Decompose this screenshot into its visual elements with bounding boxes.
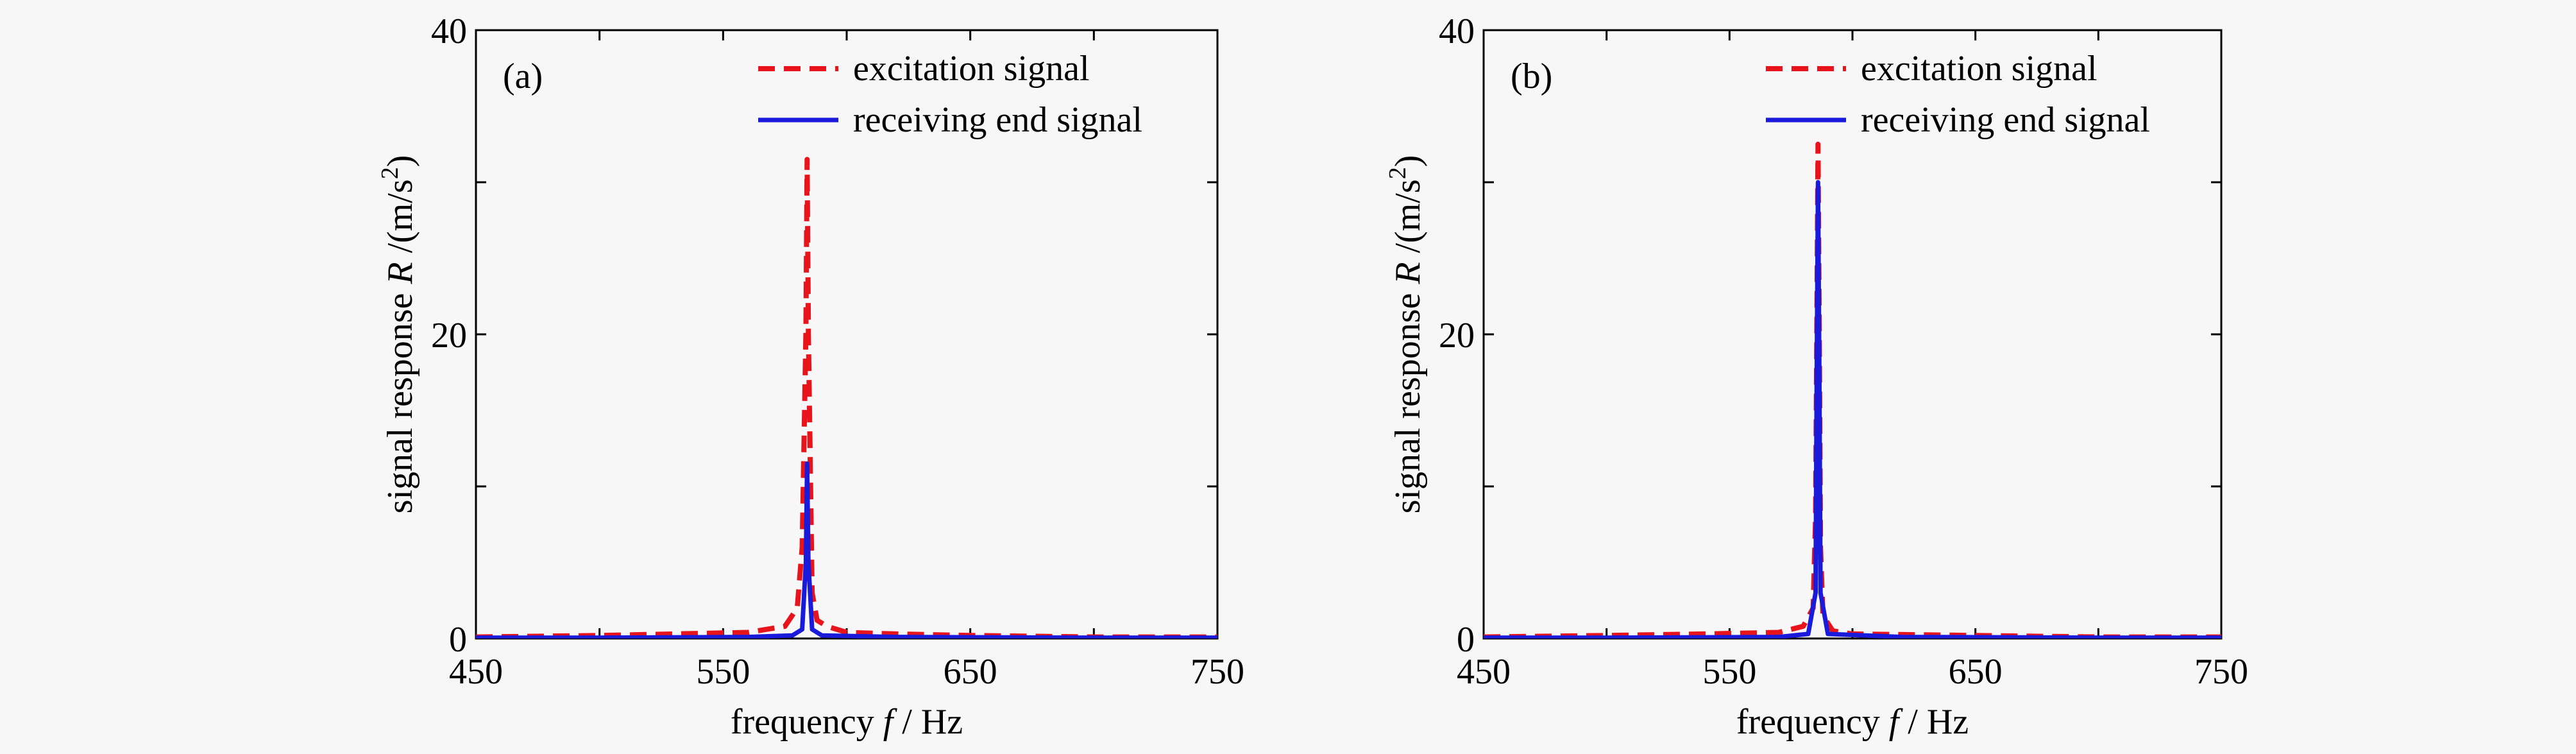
y-axis-label-unit: /(m/s <box>1388 179 1428 262</box>
x-tick-label: 450 <box>449 652 503 692</box>
chart-panel-b: 450 550 650 750 0 20 40 frequency f / Hz signal … <box>1384 12 2248 742</box>
y-tick-label: 0 <box>1457 620 1475 660</box>
y-axis-label-close: ) <box>1388 155 1428 167</box>
x-tick-label: 750 <box>1191 652 1244 692</box>
x-tick-label: 550 <box>696 652 750 692</box>
y-tick-label: 0 <box>449 620 467 660</box>
x-tick-label: 650 <box>944 652 997 692</box>
plot-frame-b <box>1482 29 2223 640</box>
panel-label-b: (b) <box>1511 56 1552 96</box>
y-axis-label-exponent: 2 <box>1384 167 1411 179</box>
x-tick-label: 450 <box>1457 652 1511 692</box>
y-axis-label-variable: R <box>380 262 420 284</box>
y-axis-label-text: signal response <box>380 284 420 514</box>
x-tick-label: 550 <box>1702 652 1756 692</box>
legend-label-excitation-signal: excitation signal <box>853 49 1090 89</box>
y-tick-label: 40 <box>431 12 467 51</box>
x-tick-label: 650 <box>1949 652 2003 692</box>
excitation-signal-line-b <box>1484 141 2221 638</box>
y-axis-label-exponent: 2 <box>377 167 403 179</box>
x-axis-label-text: frequency <box>1736 702 1889 742</box>
y-axis-label: signal response R /(m/s2) <box>1384 155 1428 514</box>
x-axis-label-unit: / Hz <box>1899 702 1969 742</box>
receiving-end-signal-line-b <box>1484 180 2221 638</box>
legend-label-excitation-signal: excitation signal <box>1861 49 2097 89</box>
x-tick-label: 750 <box>2194 652 2248 692</box>
legend-label-receiving-end-signal: receiving end signal <box>853 100 1142 140</box>
plot-frame-a <box>475 29 1219 640</box>
y-tick-label: 20 <box>1439 316 1475 356</box>
receiving-end-signal-line-a <box>476 461 1217 638</box>
y-axis-label-close: ) <box>380 155 420 167</box>
y-axis-label-text: signal response <box>1388 284 1428 514</box>
y-axis-label-variable: R <box>1388 262 1428 284</box>
y-tick-label: 40 <box>1439 12 1475 51</box>
y-axis-label: signal response R /(m/s2) <box>377 155 420 514</box>
x-axis-label-unit: / Hz <box>893 702 963 742</box>
y-axis-label-unit: /(m/s <box>380 179 420 262</box>
x-axis-label-text: frequency <box>731 702 883 742</box>
x-axis-label: frequency f / Hz <box>731 702 963 742</box>
legend-label-receiving-end-signal: receiving end signal <box>1861 100 2150 140</box>
chart-panel-a: 450 550 650 750 0 20 40 frequency f / Hz signal … <box>377 12 1244 742</box>
x-axis-label: frequency f / Hz <box>1736 702 1969 742</box>
y-tick-label: 20 <box>431 316 467 356</box>
panel-label-a: (a) <box>503 56 543 96</box>
excitation-signal-line-a <box>476 157 1217 638</box>
